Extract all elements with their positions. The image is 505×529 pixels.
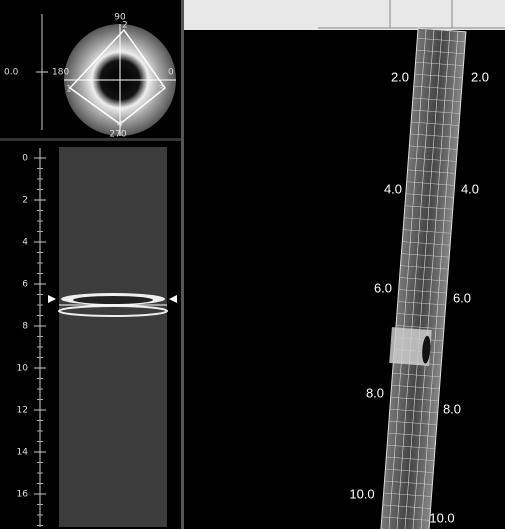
scale-label: 2 — [22, 196, 28, 206]
scale-label: 4 — [22, 238, 28, 248]
distance-label: 4.0 — [384, 181, 402, 196]
marker: 4 — [117, 120, 123, 130]
angle-label: 270 — [109, 130, 126, 140]
offset-label: 0.0 — [4, 68, 19, 78]
angle-label: 0 — [168, 68, 174, 78]
distance-label: 8.0 — [443, 401, 461, 416]
distance-label: 10.0 — [349, 486, 374, 501]
scale-label: 12 — [17, 406, 28, 416]
longitudinal-image — [59, 147, 167, 527]
splitter[interactable] — [181, 0, 184, 529]
toolbar — [181, 0, 505, 30]
scale-label: 6 — [22, 280, 28, 290]
distance-label: 2.0 — [391, 69, 409, 84]
scale-label: 16 — [17, 490, 29, 500]
splitter[interactable] — [0, 138, 181, 141]
marker: 2 — [122, 21, 128, 31]
distance-label: 10.0 — [429, 510, 454, 525]
marker: 3 — [158, 85, 164, 95]
scale-label: 10 — [17, 364, 29, 374]
lumen — [73, 296, 153, 304]
distance-label: 4.0 — [461, 181, 479, 196]
distance-label: 6.0 — [453, 290, 471, 305]
marker: 1 — [66, 85, 72, 95]
distance-label: 2.0 — [471, 69, 489, 84]
page: 0.0 90 180 0 270 1 2 3 4 0246810121416 2… — [0, 0, 505, 529]
distance-label: 8.0 — [366, 385, 384, 400]
angle-label: 180 — [52, 68, 69, 78]
scale-label: 8 — [22, 322, 28, 332]
scale-label: 0 — [22, 154, 28, 164]
distance-label: 6.0 — [374, 280, 392, 295]
scale-label: 14 — [17, 448, 29, 458]
viewer: 0.0 90 180 0 270 1 2 3 4 0246810121416 2… — [0, 0, 505, 529]
